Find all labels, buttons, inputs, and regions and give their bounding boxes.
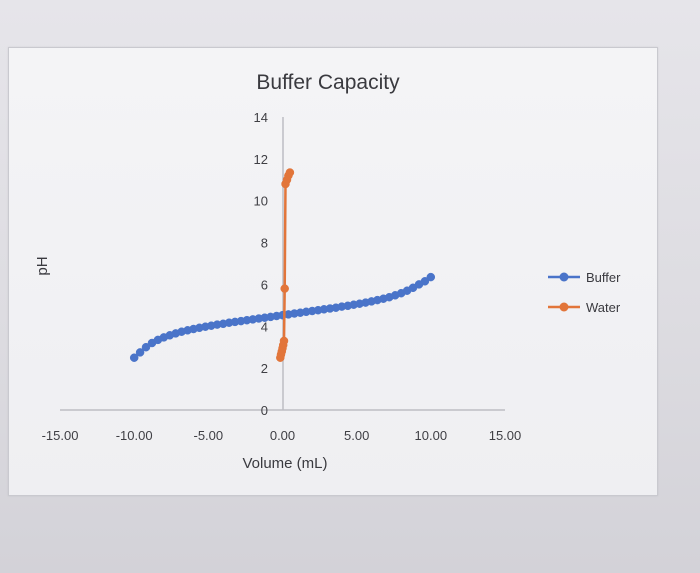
y-tick-label: 0 — [261, 403, 268, 418]
x-axis-title: Volume (mL) — [242, 455, 327, 472]
y-tick-labels: 0 2 4 6 8 10 12 14 — [254, 110, 268, 418]
y-tick-label: 14 — [254, 110, 268, 125]
x-tick-label: 5.00 — [344, 428, 369, 443]
legend-label: Buffer — [586, 270, 621, 285]
chart-title: Buffer Capacity — [256, 71, 400, 94]
series-water — [276, 168, 295, 362]
legend-marker — [559, 302, 569, 312]
chart-area — [8, 47, 658, 496]
data-point — [285, 168, 295, 177]
y-tick-label: 12 — [254, 152, 268, 167]
x-tick-label: -5.00 — [194, 428, 224, 443]
data-point — [420, 277, 430, 286]
y-tick-label: 8 — [261, 236, 268, 251]
data-point — [279, 336, 289, 346]
y-tick-label: 10 — [254, 194, 268, 209]
series-buffer — [129, 272, 436, 362]
data-point — [135, 348, 145, 357]
x-tick-label: 10.00 — [415, 428, 448, 443]
y-tick-label: 4 — [261, 319, 268, 334]
data-point — [280, 284, 289, 293]
x-tick-label: -15.00 — [42, 428, 79, 443]
y-axis-title: pH — [34, 256, 51, 275]
legend: Buffer Water — [548, 270, 621, 315]
x-tick-label: -10.00 — [116, 428, 153, 443]
legend-item-water: Water — [548, 300, 621, 315]
legend-label: Water — [586, 300, 621, 315]
series-line — [279, 171, 292, 358]
legend-item-buffer: Buffer — [548, 270, 621, 285]
x-tick-label: 15.00 — [489, 428, 522, 443]
series-layer — [129, 168, 436, 362]
x-tick-labels: -15.00 -10.00 -5.00 0.00 5.00 10.00 15.00 — [42, 428, 522, 443]
data-point — [426, 272, 436, 282]
data-point — [141, 342, 151, 352]
legend-marker — [559, 272, 569, 282]
x-tick-label: 0.00 — [270, 428, 295, 443]
y-tick-label: 6 — [261, 277, 268, 292]
y-tick-label: 2 — [261, 361, 268, 376]
data-point — [129, 353, 139, 362]
